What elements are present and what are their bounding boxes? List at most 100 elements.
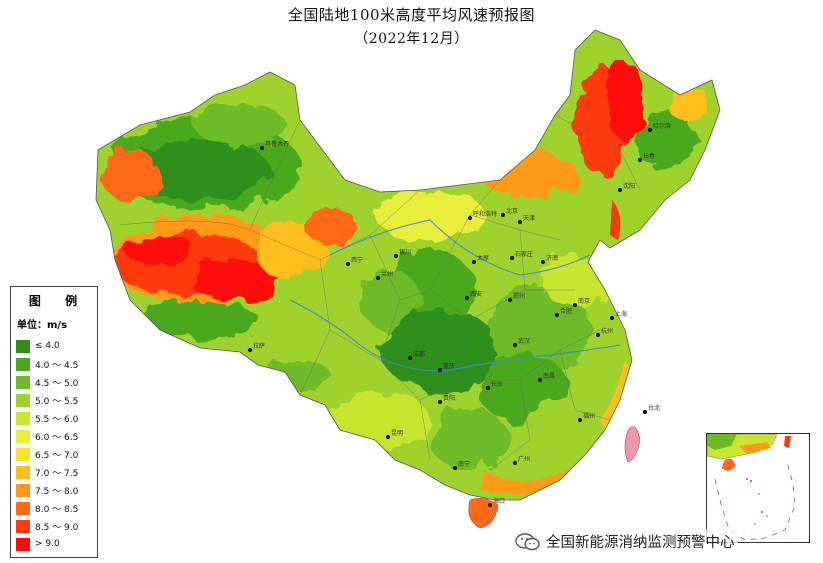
- map-legend: 图 例 单位：m/s ≤ 4.0 4.0 ～ 4.5 4.5 ～ 5.0 5.0 ～ …: [10, 286, 98, 558]
- legend-item: 6.5 ～ 7.0: [16, 445, 97, 463]
- legend-swatch: [16, 465, 30, 479]
- city-marker: [617, 187, 623, 193]
- legend-swatch: [16, 519, 30, 533]
- city-marker: [345, 261, 351, 267]
- legend-swatch: [16, 339, 30, 353]
- city-marker: [609, 315, 615, 321]
- city-marker: [485, 385, 491, 391]
- legend-label: 5.0 ～ 5.5: [35, 396, 79, 407]
- city-label: 乌鲁木齐: [265, 140, 289, 148]
- yangtze-river: [289, 299, 621, 372]
- legend-items: ≤ 4.0 4.0 ～ 4.5 4.5 ～ 5.0 5.0 ～ 5.5 5.5 ～ 6.…: [11, 337, 97, 553]
- legend-swatch: [16, 483, 30, 497]
- city-label: 海口: [493, 497, 505, 505]
- city-marker: [577, 417, 583, 423]
- inset-map: [707, 434, 796, 541]
- city-label: 南昌: [543, 372, 555, 380]
- legend-label: 4.5 ～ 5.0: [35, 378, 79, 389]
- inset-taiwan: [784, 436, 791, 448]
- city-label: 上海: [615, 310, 627, 318]
- yellow-river: [329, 219, 591, 276]
- city-label: 福州: [583, 412, 595, 420]
- legend-label: 5.5 ～ 6.0: [35, 414, 79, 425]
- city-marker: [637, 157, 643, 163]
- south-china-sea-inset: [706, 433, 810, 543]
- legend-swatch: [16, 537, 30, 551]
- legend-item: 4.0 ～ 4.5: [16, 355, 97, 373]
- national-border: [95, 29, 721, 501]
- legend-item: 5.5 ～ 6.0: [16, 409, 97, 427]
- city-marker: [572, 302, 578, 308]
- city-label: 拉萨: [253, 342, 265, 350]
- city-marker: [393, 253, 399, 259]
- inset-coastal-zone: [739, 442, 771, 454]
- city-label: 合肥: [560, 307, 572, 315]
- legend-label: 6.0 ～ 6.5: [35, 432, 79, 443]
- legend-label: 6.5 ～ 7.0: [35, 450, 79, 461]
- province-borders: [119, 114, 641, 471]
- city-marker: [437, 399, 443, 405]
- city-label: 台北: [648, 404, 660, 412]
- city-label: 哈尔滨: [653, 122, 671, 130]
- legend-item: 6.0 ～ 6.5: [16, 427, 97, 445]
- city-label: 郑州: [513, 292, 525, 300]
- city-marker: [471, 259, 477, 265]
- city-label: 沈阳: [623, 182, 635, 190]
- city-marker: [464, 295, 470, 301]
- city-label: 重庆: [443, 362, 455, 370]
- city-label: 长春: [643, 152, 655, 160]
- legend-label: 7.0 ～ 7.5: [35, 468, 79, 479]
- map-title: 全国陆地100米高度平均风速预报图: [287, 6, 536, 24]
- legend-swatch: [16, 429, 30, 443]
- wechat-icon: [515, 532, 540, 550]
- city-marker: [642, 409, 648, 415]
- city-marker: [512, 342, 518, 348]
- city-marker: [247, 347, 253, 353]
- city-label: 昆明: [391, 430, 403, 437]
- legend-label: 8.5 ～ 9.0: [35, 522, 79, 533]
- city-label: 成都: [413, 350, 425, 358]
- city-marker: [259, 145, 265, 151]
- city-label: 广州: [518, 455, 530, 463]
- city-marker: [467, 215, 473, 221]
- inset-hainan: [721, 458, 736, 471]
- city-label: 南宁: [458, 460, 470, 468]
- city-label: 济南: [546, 254, 558, 262]
- city-marker: [507, 297, 513, 303]
- legend-heading: 图 例: [28, 294, 88, 308]
- city-marker: [385, 434, 391, 440]
- nine-dash-line: [714, 461, 796, 541]
- legend-swatch: [16, 501, 30, 515]
- city-label: 杭州: [601, 327, 613, 335]
- city-label: 太原: [477, 254, 489, 262]
- city-label: 银川: [399, 248, 411, 256]
- legend-label: > 9.0: [35, 539, 60, 549]
- city-marker: [537, 377, 543, 383]
- legend-swatch: [16, 411, 30, 425]
- city-marker: [487, 502, 493, 508]
- legend-item: ≤ 4.0: [16, 337, 97, 355]
- city-label: 北京: [506, 207, 518, 215]
- legend-swatch: [16, 357, 30, 371]
- city-marker: [437, 367, 443, 373]
- legend-label: 8.0 ～ 8.5: [35, 504, 79, 515]
- watermark: 全国新能源消纳监测预警中心: [512, 529, 738, 554]
- legend-swatch: [16, 393, 30, 407]
- legend-item: 8.0 ～ 8.5: [16, 499, 97, 517]
- legend-swatch: [16, 447, 30, 461]
- city-marker: [647, 127, 653, 133]
- city-marker: [509, 255, 515, 261]
- city-marker: [517, 219, 523, 225]
- legend-item: 7.5 ～ 8.0: [16, 481, 97, 499]
- taiwan-island: [624, 426, 641, 463]
- legend-label: 4.0 ～ 4.5: [35, 360, 79, 371]
- city-label: 长沙: [491, 380, 503, 388]
- city-label: 石家庄: [515, 250, 533, 258]
- legend-swatch: [16, 375, 30, 389]
- legend-label: 7.5 ～ 8.0: [35, 486, 79, 497]
- legend-item: 5.0 ～ 5.5: [16, 391, 97, 409]
- map-subtitle: （2022年12月）: [354, 31, 469, 47]
- city-label: 武汉: [518, 337, 530, 345]
